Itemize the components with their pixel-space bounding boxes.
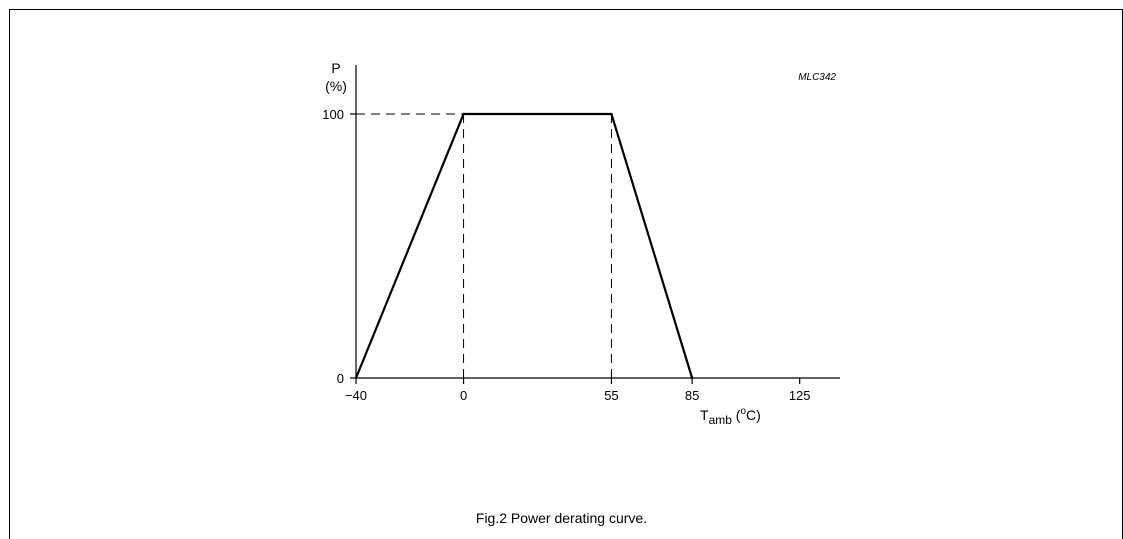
y-axis-unit: (%)	[325, 78, 347, 94]
y-tick-label: 0	[337, 371, 344, 386]
y-axis-label: P	[331, 60, 340, 76]
x-axis-label-unit: C)	[746, 407, 761, 423]
data-point	[610, 112, 613, 116]
figure-code: MLC342	[798, 72, 836, 83]
axes	[355, 65, 840, 379]
x-axis-label: Tamb (oC)	[700, 406, 761, 427]
data-point	[462, 112, 465, 116]
x-axis-label-degree: o	[740, 406, 746, 417]
x-axis-label-main: T	[700, 407, 709, 423]
x-tick-label: 55	[604, 388, 618, 403]
series	[354, 112, 694, 380]
x-axis-label-subscript: amb	[709, 413, 733, 427]
x-tick-label: −40	[345, 388, 367, 403]
x-tick-label: 0	[460, 388, 467, 403]
derating-curve-line	[354, 112, 694, 379]
x-tick-label: 125	[789, 388, 811, 403]
data-point	[691, 376, 694, 380]
figure-caption: Fig.2 Power derating curve.	[475, 510, 648, 526]
x-axis-label-open: (	[732, 407, 741, 423]
x-tick-label: 85	[685, 388, 699, 403]
reference-lines	[356, 113, 612, 378]
data-point	[354, 376, 358, 380]
y-tick-label: 100	[322, 107, 344, 122]
